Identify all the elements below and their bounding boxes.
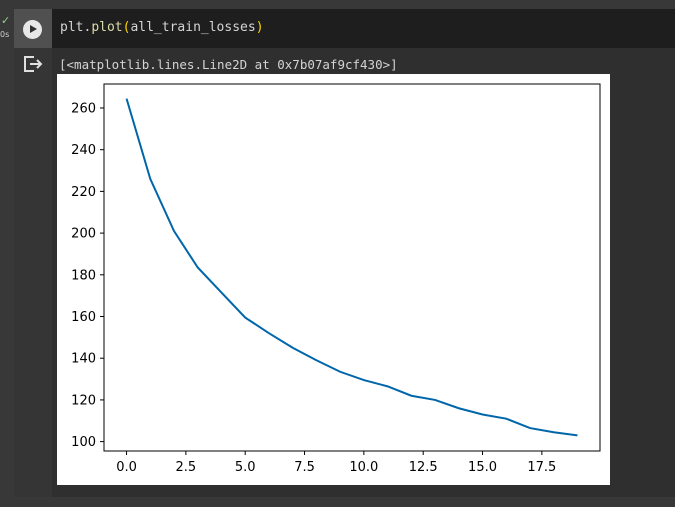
x-axis: 0.0 2.5 5.0 7.5 10.0 12.5 15.0 17.5 bbox=[116, 451, 556, 475]
output-text: [<matplotlib.lines.Line2D at 0x7b07af9cf… bbox=[59, 57, 398, 72]
x-tick-label: 5.0 bbox=[235, 460, 256, 475]
play-icon[interactable] bbox=[23, 20, 42, 39]
loss-series-line bbox=[125, 98, 578, 437]
x-tick-label: 2.5 bbox=[176, 460, 197, 475]
y-tick-label: 240 bbox=[71, 143, 96, 158]
plot-figure bbox=[57, 74, 610, 485]
x-tick-label: 12.5 bbox=[409, 460, 438, 475]
y-axis: 100 120 140 160 180 200 220 240 260 bbox=[71, 101, 104, 450]
y-tick-label: 200 bbox=[71, 227, 96, 242]
y-tick-label: 100 bbox=[71, 435, 96, 450]
y-tick-label: 220 bbox=[71, 185, 96, 200]
output-redirect-icon[interactable] bbox=[23, 55, 43, 73]
code-close-paren: ) bbox=[255, 20, 264, 35]
x-tick-label: 7.5 bbox=[294, 460, 315, 475]
x-tick-label: 10.0 bbox=[349, 460, 378, 475]
code-function: plot bbox=[91, 20, 123, 35]
cell-gutter bbox=[14, 9, 52, 497]
run-cell-button[interactable] bbox=[14, 9, 52, 48]
y-tick-label: 140 bbox=[71, 352, 96, 367]
code-editor[interactable]: plt.plot(all_train_losses) bbox=[52, 9, 675, 48]
x-tick-label: 15.0 bbox=[468, 460, 497, 475]
y-tick-label: 160 bbox=[71, 310, 96, 325]
x-tick-label: 0.0 bbox=[116, 460, 137, 475]
code-open-paren: ( bbox=[122, 20, 131, 35]
left-strip bbox=[0, 0, 14, 507]
code-argument: all_train_losses bbox=[130, 20, 256, 35]
x-tick-label: 17.5 bbox=[527, 460, 556, 475]
y-tick-label: 120 bbox=[71, 393, 96, 408]
code-object: plt bbox=[60, 20, 84, 35]
execution-time: 0s bbox=[0, 30, 10, 39]
checkmark-icon: ✓ bbox=[1, 14, 11, 27]
code-dot: . bbox=[83, 20, 92, 35]
code-line[interactable]: plt.plot(all_train_losses) bbox=[60, 20, 264, 35]
execution-status: ✓ 0s bbox=[0, 14, 14, 46]
plot-axes-frame bbox=[103, 83, 601, 452]
y-tick-label: 260 bbox=[71, 101, 96, 116]
y-tick-label: 180 bbox=[71, 268, 96, 283]
line-chart: 0.0 2.5 5.0 7.5 10.0 12.5 15.0 17.5 100 120 140 16… bbox=[71, 83, 601, 475]
